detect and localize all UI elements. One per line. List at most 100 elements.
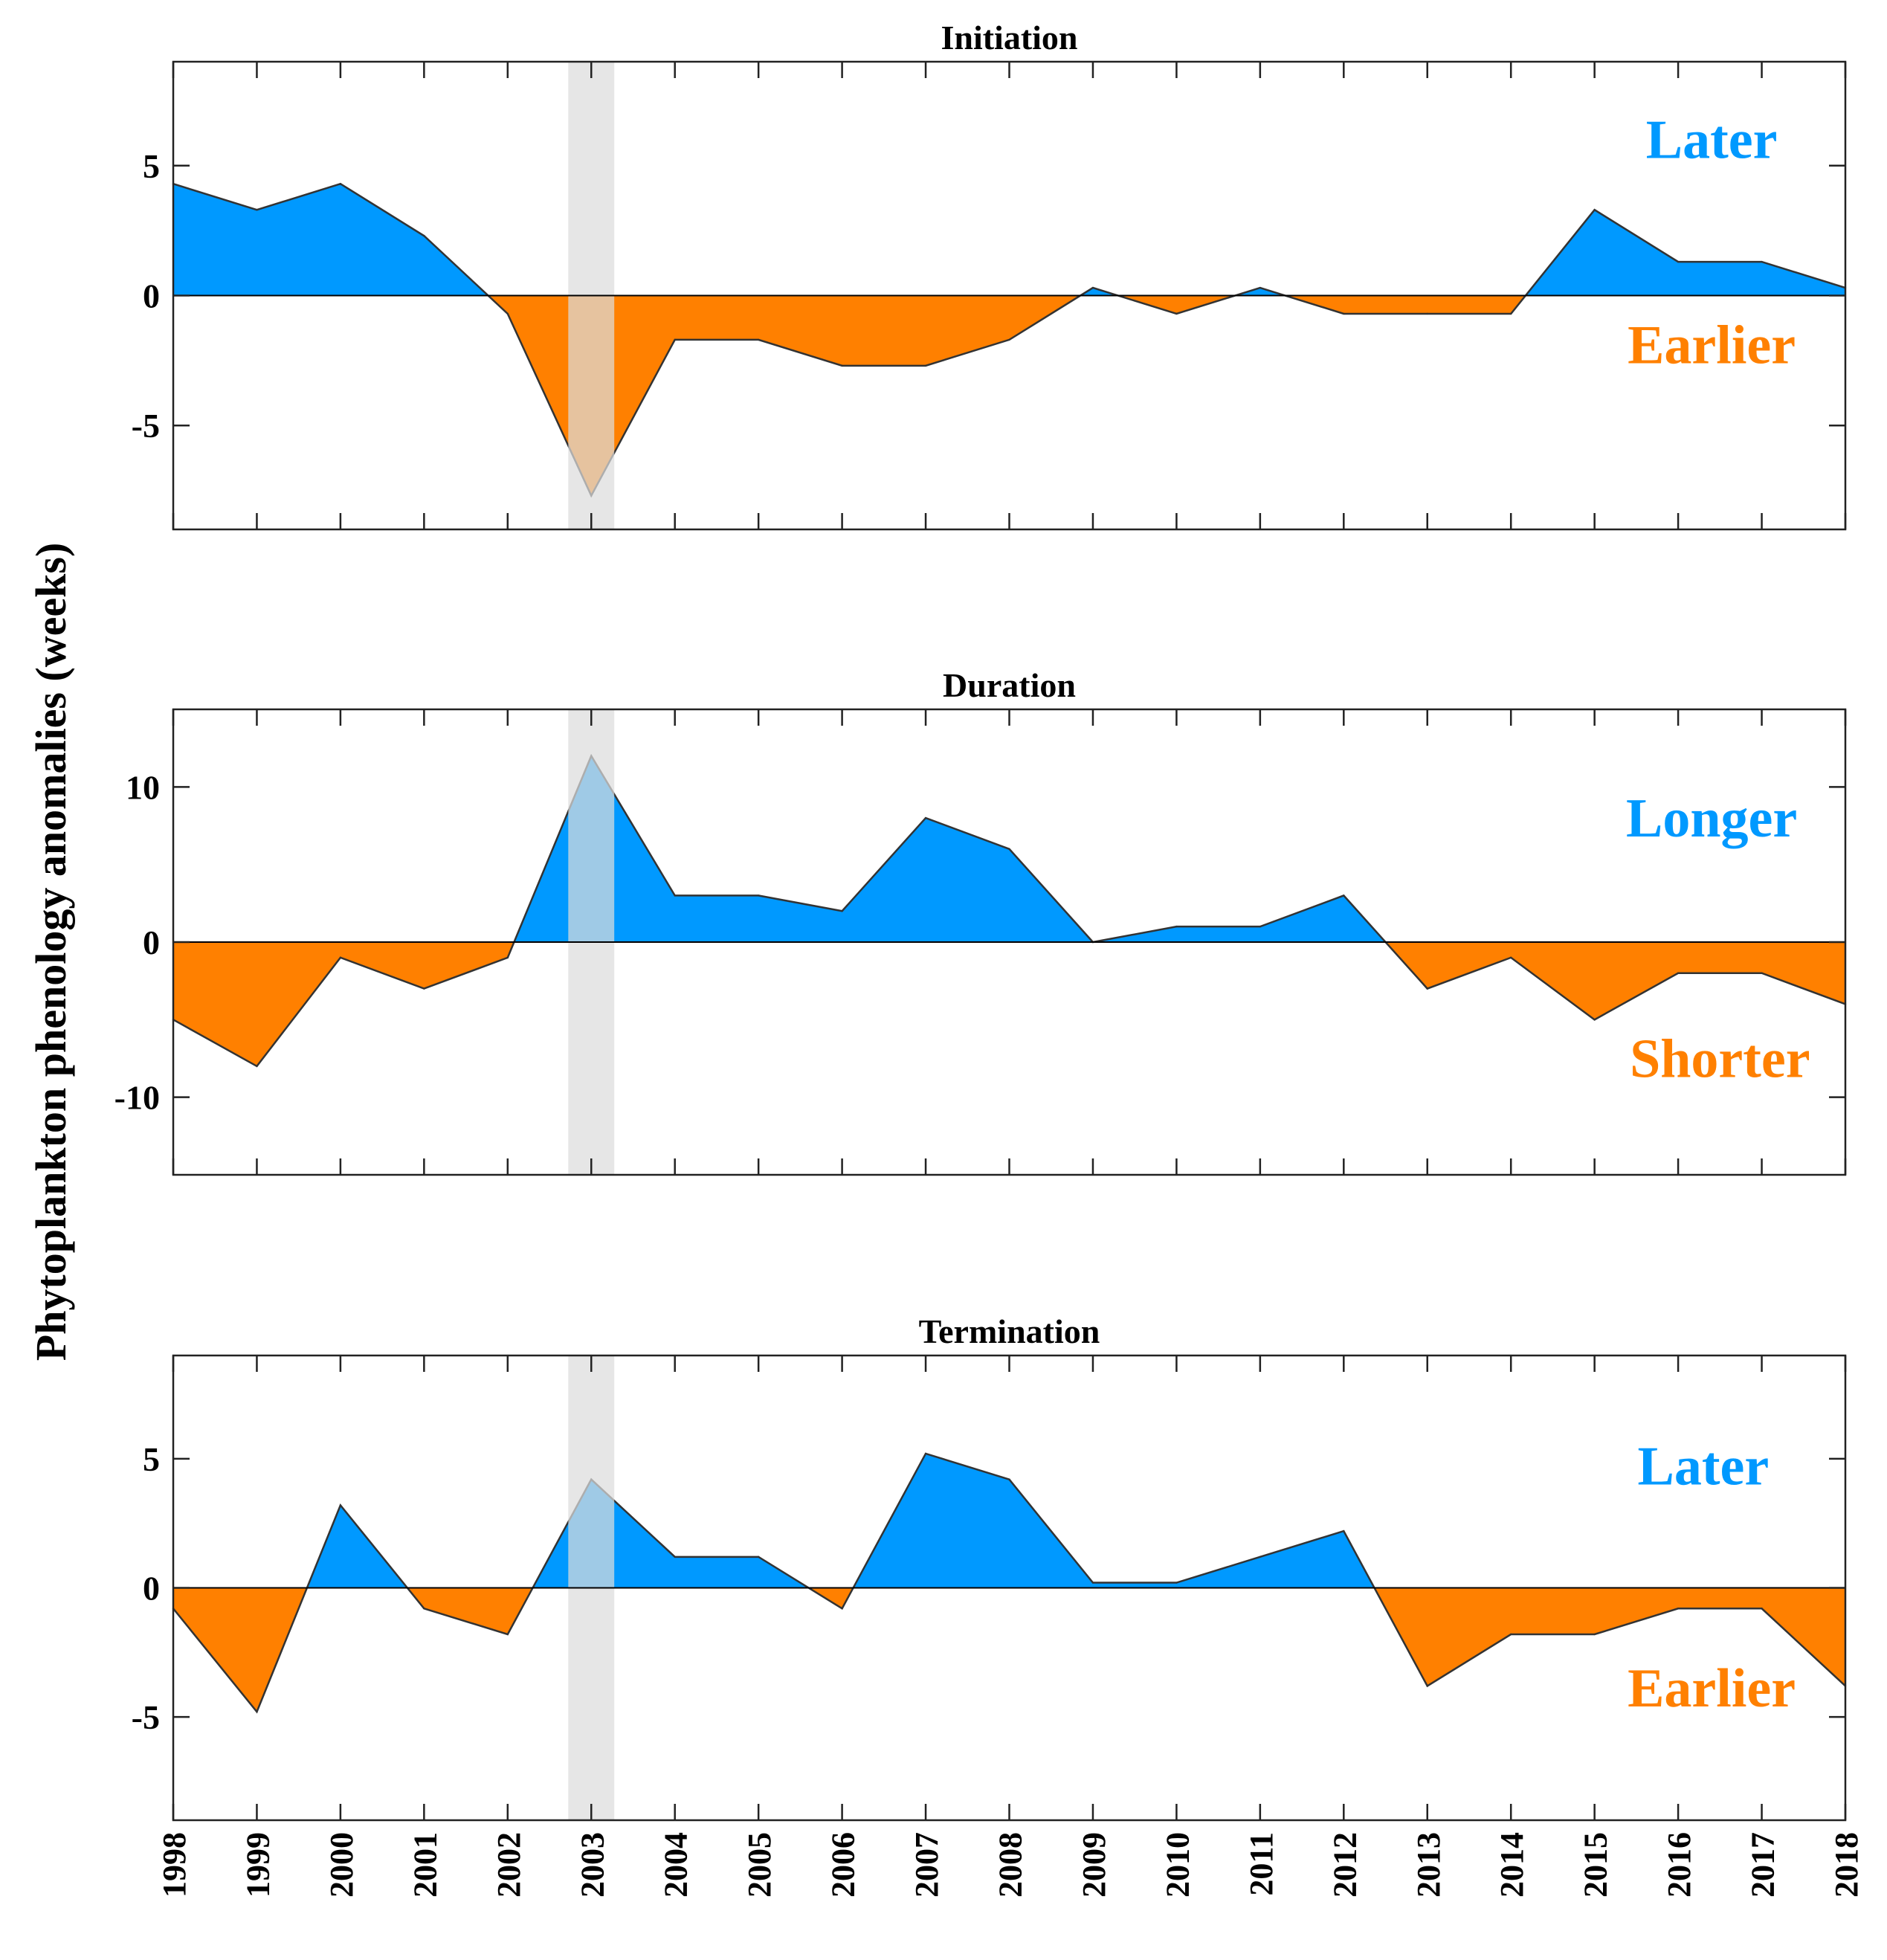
data-point [423, 987, 425, 990]
data-point [1677, 972, 1680, 974]
negative-area [173, 942, 515, 1066]
data-point [1343, 894, 1345, 897]
data-point [256, 1065, 258, 1068]
data-point [423, 234, 425, 237]
data-point [674, 1556, 676, 1558]
positive-area [1525, 210, 1845, 296]
data-point [1259, 1556, 1262, 1558]
data-point [674, 894, 676, 897]
x-tick-label: 2008 [993, 1832, 1029, 1898]
y-axis-label: Phytoplankton phenology anomalies (weeks… [27, 543, 75, 1361]
x-tick-label: 2002 [491, 1832, 527, 1898]
panel-duration: Duration -10 0 10 Longer Shorter [114, 666, 1847, 1176]
positive-area [306, 1505, 407, 1588]
data-point [506, 956, 509, 959]
x-tick-label: 2003 [574, 1832, 610, 1898]
data-point [841, 1608, 843, 1610]
data-point [1593, 1019, 1596, 1021]
x-tick-label: 2014 [1494, 1832, 1530, 1898]
x-tick-label: 2013 [1410, 1832, 1447, 1898]
y-tick-label: 0 [143, 923, 160, 961]
data-point [841, 910, 843, 912]
data-point [1677, 260, 1680, 263]
data-point [1761, 1608, 1763, 1610]
panel-title: Initiation [941, 19, 1077, 57]
data-point [1008, 848, 1010, 851]
data-point [1593, 1633, 1596, 1636]
data-point [1510, 1633, 1512, 1636]
y-tick-label: 0 [143, 277, 160, 315]
x-tick-label: 2010 [1159, 1832, 1196, 1898]
data-point [1677, 1608, 1680, 1610]
annotation-earlier: Earlier [1628, 315, 1796, 375]
positive-area [853, 1453, 1375, 1588]
data-point [256, 1710, 258, 1713]
data-point [1510, 312, 1512, 315]
x-tick-label: 2006 [825, 1832, 862, 1898]
y-tick-label: -5 [132, 407, 160, 445]
x-tick-label: 2001 [407, 1832, 443, 1898]
negative-area [1285, 295, 1526, 314]
x-tick-label: 2000 [323, 1832, 360, 1898]
chart-panels: Initiation -5 0 5 Later Earlier Duration -10 0 10… [114, 19, 1865, 1898]
panel-title: Duration [943, 666, 1076, 704]
data-point [256, 208, 258, 211]
data-point [1008, 338, 1010, 341]
positive-area [173, 184, 488, 296]
data-point [924, 816, 927, 819]
x-tick-label: 2007 [909, 1832, 945, 1898]
positive-area [514, 755, 1386, 942]
data-point [423, 1608, 425, 1610]
negative-area [1117, 295, 1236, 314]
positive-area [1235, 288, 1286, 296]
panel-initiation: Initiation -5 0 5 Later Earlier [132, 19, 1847, 531]
annotation-later: Later [1646, 109, 1778, 170]
data-point [1510, 956, 1512, 959]
data-point [339, 183, 342, 185]
data-point [1008, 1478, 1010, 1480]
data-point [1761, 972, 1763, 974]
data-point [674, 338, 676, 341]
x-tick-label: 2004 [658, 1832, 694, 1898]
data-point [1175, 925, 1178, 928]
data-point [924, 1452, 927, 1455]
data-point [1761, 260, 1763, 263]
annotation-longer: Longer [1626, 788, 1797, 849]
negative-area [173, 1587, 307, 1712]
data-point [1426, 1685, 1428, 1687]
negative-area [1374, 1587, 1845, 1686]
data-point [757, 338, 760, 341]
x-tick-label: 2017 [1745, 1832, 1781, 1898]
negative-area [1385, 942, 1845, 1020]
x-tick-label: 2018 [1828, 1832, 1865, 1898]
data-point [506, 312, 509, 315]
x-tick-label: 2016 [1661, 1832, 1697, 1898]
y-tick-label: -5 [132, 1698, 160, 1736]
data-point [1343, 1529, 1345, 1532]
data-point [1091, 1582, 1094, 1584]
data-point [1593, 208, 1596, 211]
data-point [1259, 286, 1262, 289]
data-point [924, 364, 927, 367]
x-tick-label: 2011 [1243, 1832, 1280, 1896]
annotation-shorter: Shorter [1630, 1029, 1810, 1090]
x-tick-label: 1998 [156, 1832, 193, 1898]
data-point [339, 1504, 342, 1506]
data-point [1343, 312, 1345, 315]
x-tick-label: 2009 [1076, 1832, 1112, 1898]
negative-area [407, 1587, 533, 1634]
y-tick-label: 0 [143, 1570, 160, 1608]
panel-title: Termination [919, 1312, 1100, 1350]
x-tick-label: 1999 [239, 1832, 276, 1898]
panel-termination: Termination -5 0 5 1998 1999 2000 2001 2002 2003 2… [132, 1312, 1865, 1898]
x-tick-label: 2012 [1326, 1832, 1363, 1898]
data-point [1175, 1582, 1178, 1584]
data-point [841, 364, 843, 367]
data-point [1091, 286, 1094, 289]
data-point [506, 1633, 509, 1636]
annotation-earlier: Earlier [1628, 1658, 1796, 1719]
x-tick-label: 2005 [741, 1832, 778, 1898]
annotation-later: Later [1637, 1437, 1769, 1498]
data-point [757, 894, 760, 897]
